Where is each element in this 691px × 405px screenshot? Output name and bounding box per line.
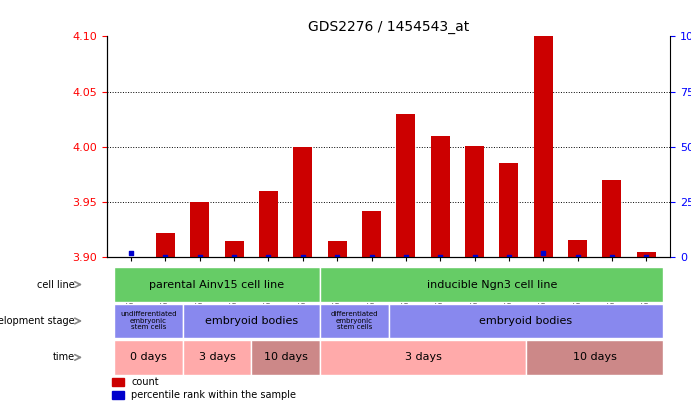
Text: 3 days: 3 days [198, 352, 236, 362]
Bar [430, 136, 450, 257]
Text: parental Ainv15 cell line: parental Ainv15 cell line [149, 279, 285, 290]
Legend: count, percentile rank within the sample: count, percentile rank within the sample [112, 377, 296, 400]
Point [572, 254, 583, 260]
Bar [533, 36, 553, 257]
Bar [156, 233, 175, 257]
Point [332, 254, 343, 260]
Point [538, 249, 549, 256]
Text: cell line: cell line [37, 279, 75, 290]
Point [366, 254, 377, 260]
Bar [603, 180, 621, 257]
Bar [637, 252, 656, 257]
Point [503, 254, 514, 260]
Bar [397, 114, 415, 257]
Bar [191, 202, 209, 257]
Text: development stage: development stage [0, 316, 75, 326]
Text: time: time [53, 352, 75, 362]
Point [641, 254, 652, 260]
Text: inducible Ngn3 cell line: inducible Ngn3 cell line [426, 279, 557, 290]
Bar [294, 147, 312, 257]
Text: undifferentiated
embryonic
stem cells: undifferentiated embryonic stem cells [120, 311, 177, 330]
Point [263, 254, 274, 260]
Text: 3 days: 3 days [405, 352, 442, 362]
Point [229, 254, 240, 260]
Text: 0 days: 0 days [130, 352, 167, 362]
Bar [259, 191, 278, 257]
Point [400, 254, 411, 260]
Point [194, 254, 205, 260]
Point [607, 254, 618, 260]
Title: GDS2276 / 1454543_at: GDS2276 / 1454543_at [308, 20, 469, 34]
Bar [225, 241, 244, 257]
Bar [328, 241, 347, 257]
Bar [500, 163, 518, 257]
Point [297, 254, 308, 260]
Text: embryoid bodies: embryoid bodies [205, 316, 298, 326]
Point [469, 254, 480, 260]
Point [126, 249, 137, 256]
Bar [362, 211, 381, 257]
Bar [568, 239, 587, 257]
Text: embryoid bodies: embryoid bodies [480, 316, 573, 326]
Point [160, 254, 171, 260]
Point [435, 254, 446, 260]
Bar [465, 146, 484, 257]
Text: 10 days: 10 days [573, 352, 616, 362]
Text: 10 days: 10 days [264, 352, 307, 362]
Text: differentiated
embryonic
stem cells: differentiated embryonic stem cells [330, 311, 378, 330]
